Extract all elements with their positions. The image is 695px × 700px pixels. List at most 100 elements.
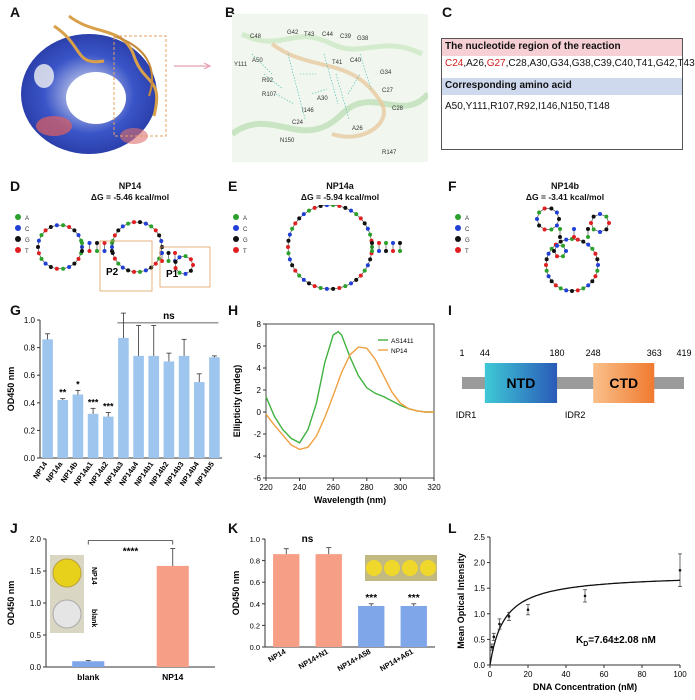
x-tick-label: 20 [524, 670, 533, 679]
panel-label-i: I [448, 302, 452, 318]
legend-dot [233, 225, 239, 231]
nucleotide [555, 254, 559, 259]
bar [209, 357, 220, 458]
nucleotide [80, 249, 84, 253]
structure-e-dg: ΔG = -5.94 kcal/mol [300, 192, 380, 202]
y-tick-label: 0.5 [474, 635, 486, 644]
nucleotide [143, 221, 148, 226]
y-axis-label: OD450 nm [6, 367, 16, 412]
y-tick-label: 4 [257, 364, 262, 373]
region-box-p1 [159, 246, 211, 288]
y-tick-label: 0.6 [24, 371, 36, 380]
y-axis-label: OD450 nm [231, 571, 241, 616]
y-tick-label: 0.0 [30, 663, 42, 672]
nucleotide [564, 249, 568, 253]
nucleotide [324, 205, 329, 208]
ntd-label: NTD [507, 375, 536, 391]
nucleotide [290, 226, 295, 231]
nucleotide [365, 263, 370, 268]
nucleotide [575, 237, 580, 242]
residue-label: Y111 [234, 62, 248, 68]
nucleotide [36, 238, 41, 243]
nucleotide [110, 250, 115, 255]
nucleotide [126, 268, 131, 273]
legend-label: C [25, 227, 30, 233]
nucleotide [544, 257, 549, 262]
region-label-p1: P1 [166, 269, 179, 280]
nucleotide [554, 210, 559, 215]
residue-label: R92 [262, 78, 274, 84]
y-tick-label: 8 [257, 320, 262, 329]
y-axis-label: OD450 nm [6, 581, 16, 626]
data-point [498, 622, 501, 626]
nucleotide [542, 206, 547, 211]
nucleotide [160, 251, 164, 255]
x-axis-label: DNA Concentration (nM) [533, 682, 637, 692]
nucleotide [102, 241, 107, 245]
panel-label-f: F [448, 178, 457, 194]
chart-l-binding-curve: 0.0 0.5 1.0 1.5 2.0 2.5 0 20 40 60 80 100 DNA Concen… [456, 533, 687, 692]
legend-label: NP14 [391, 348, 408, 355]
nucleotide [564, 237, 569, 242]
nucleotide [590, 246, 595, 251]
nucleotide [549, 206, 554, 211]
panel-label-b: B [225, 4, 236, 20]
nucleotide [177, 255, 182, 260]
ntd-domain [484, 363, 558, 403]
nucleotide [43, 261, 48, 266]
nucleotide [48, 265, 53, 270]
data-point [507, 615, 511, 618]
residue-label: R147 [382, 150, 397, 156]
panel-label-d: D [10, 178, 21, 194]
nucleotide [581, 286, 586, 291]
nucleotide [607, 221, 611, 225]
nucleotide [110, 245, 114, 249]
structure-e-name: NP14a [326, 181, 354, 191]
legend-dot [455, 214, 461, 220]
bar [72, 661, 105, 667]
hbond-line [359, 53, 372, 90]
nucleotide [297, 273, 302, 278]
y-tick-label: 1.0 [30, 599, 42, 608]
nucleotide [293, 221, 298, 226]
legend-label: A [465, 216, 469, 222]
y-tick-label: 1.5 [474, 584, 486, 593]
bar [315, 554, 342, 647]
idr1-label: IDR1 [456, 410, 477, 420]
ns-label: ns [302, 534, 314, 545]
data-point [678, 568, 682, 572]
category-label: NP14+N1 [297, 647, 330, 671]
nucleotide [173, 251, 177, 255]
nucleotide [36, 245, 40, 249]
nucleotide [307, 281, 311, 286]
nucleotide [112, 256, 117, 261]
panel-label-h: H [228, 302, 239, 318]
well-blank [52, 599, 82, 629]
nucleotide [589, 221, 593, 225]
nucleotide [546, 274, 551, 279]
x-tick-label: 260 [327, 483, 341, 492]
fit-curve [489, 579, 681, 666]
residue-label: G34 [380, 70, 392, 76]
chart-j-blank-vs-np14: 0.0 0.5 1.0 1.5 2.0 OD450 nm blank NP14 **** NP14… [6, 535, 215, 682]
well-np14 [52, 558, 82, 588]
nucleotide [555, 243, 559, 248]
nucleotide [586, 235, 590, 239]
category-label: blank [77, 672, 99, 682]
data-point [583, 594, 587, 598]
nucleotide [191, 263, 195, 267]
nucleotide [54, 223, 59, 228]
nucleotide [286, 251, 291, 256]
protein-surface-image [21, 14, 212, 154]
bar [133, 355, 144, 458]
nucleotide [188, 257, 193, 262]
bar [72, 394, 84, 458]
x-tick-label: 240 [293, 483, 307, 492]
legend-label: G [25, 238, 30, 244]
nucleotide-c24: C24 [445, 57, 464, 69]
nucleotide [131, 269, 136, 274]
residue-labels: C48 G42 T43 C44 C39 G38 Y111 A50 R92 C40 R107 G34 T4… [234, 30, 404, 156]
residue-position: 1 [459, 348, 464, 358]
nucleotide [558, 239, 563, 244]
nucleotide [120, 224, 125, 229]
